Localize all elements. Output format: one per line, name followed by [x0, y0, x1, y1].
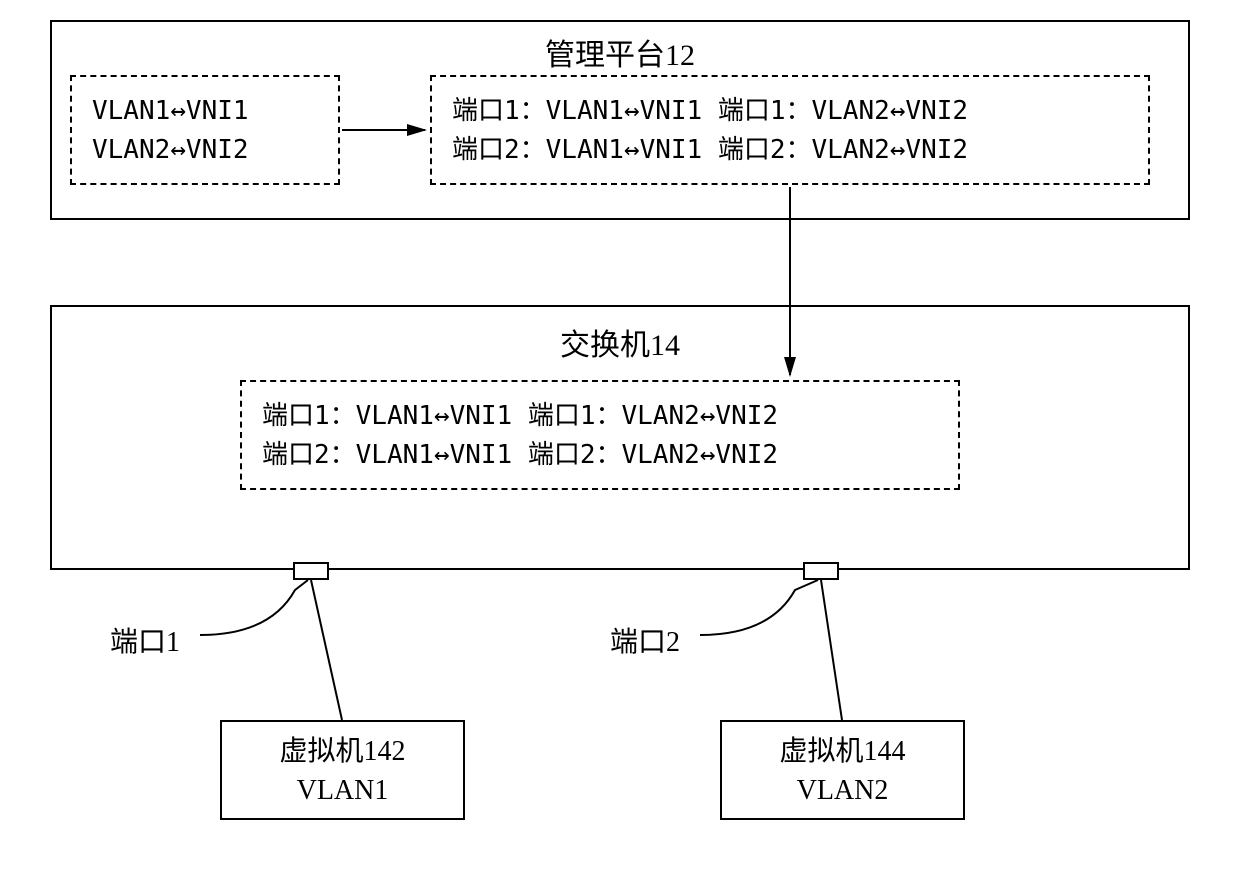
mapping-line1: VLAN1↔VNI1 [92, 92, 318, 131]
port-mapping-line1: 端口1：VLAN1↔VNI1 端口1：VLAN2↔VNI2 [452, 92, 1128, 131]
port1-to-vm1 [311, 580, 342, 720]
port2-curve [700, 580, 818, 635]
platform-mapping-box: VLAN1↔VNI1 VLAN2↔VNI2 [70, 75, 340, 185]
port2-label: 端口2 [610, 620, 680, 660]
vm1-box: 虚拟机142 VLAN1 [220, 720, 465, 820]
switch-port-mapping-line2: 端口2：VLAN1↔VNI1 端口2：VLAN2↔VNI2 [262, 436, 938, 475]
switch-port-mapping-box: 端口1：VLAN1↔VNI1 端口1：VLAN2↔VNI2 端口2：VLAN1↔… [240, 380, 960, 490]
mapping-line2: VLAN2↔VNI2 [92, 131, 318, 170]
port1-label: 端口1 [110, 620, 180, 660]
diagram-container: 管理平台12 VLAN1↔VNI1 VLAN2↔VNI2 端口1：VLAN1↔V… [0, 0, 1240, 893]
port-mapping-line2: 端口2：VLAN1↔VNI1 端口2：VLAN2↔VNI2 [452, 131, 1128, 170]
vm2-name: 虚拟机144 [732, 732, 953, 771]
vm1-name: 虚拟机142 [232, 732, 453, 771]
port1-curve [200, 580, 308, 635]
switch-port-mapping-line1: 端口1：VLAN1↔VNI1 端口1：VLAN2↔VNI2 [262, 397, 938, 436]
switch-title: 交换机14 [50, 320, 1190, 364]
vm1-vlan: VLAN1 [232, 771, 453, 810]
platform-title: 管理平台12 [50, 30, 1190, 74]
vm2-vlan: VLAN2 [732, 771, 953, 810]
port1-connector [293, 562, 329, 580]
vm2-box: 虚拟机144 VLAN2 [720, 720, 965, 820]
platform-port-mapping-box: 端口1：VLAN1↔VNI1 端口1：VLAN2↔VNI2 端口2：VLAN1↔… [430, 75, 1150, 185]
port2-connector [803, 562, 839, 580]
port2-to-vm2 [821, 580, 842, 720]
